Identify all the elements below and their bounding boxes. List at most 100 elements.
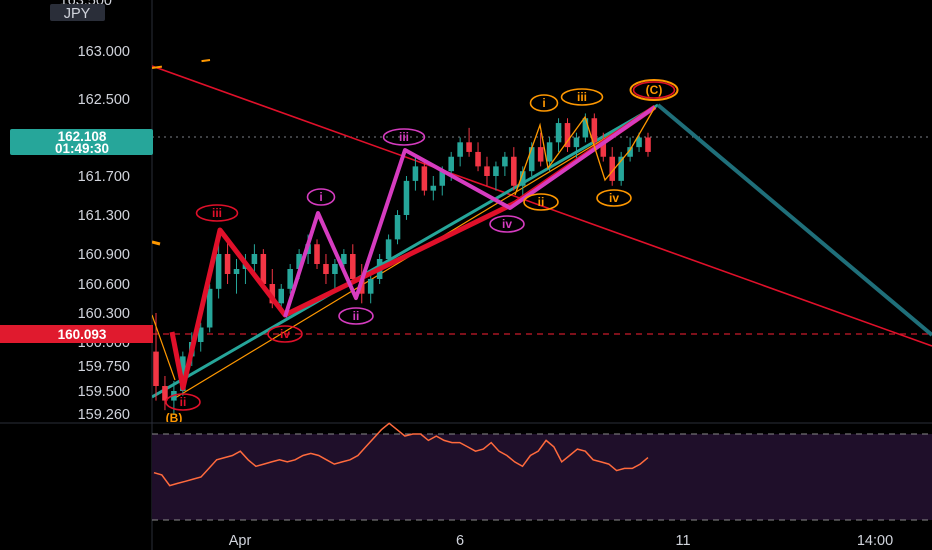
wave-label: iv	[596, 189, 632, 207]
price-tick-label: 159.750	[78, 359, 130, 375]
wave-label: (C)	[629, 79, 679, 101]
price-tick-label: 159.260	[78, 407, 130, 423]
wave-label-text: ii	[180, 395, 187, 409]
candle	[403, 176, 410, 220]
wave-label: ii	[523, 193, 559, 211]
bar-countdown: 01:49:30	[55, 141, 109, 156]
wave-label-text: iv	[280, 327, 290, 341]
wave-label: iii	[195, 204, 239, 222]
orange-subwave-path	[514, 106, 656, 196]
time-tick-label: 14:00	[857, 533, 893, 549]
candle	[645, 132, 651, 157]
wave-label-text: i	[542, 96, 545, 110]
price-axis: 163.000 162.500 161.700 161.300 160.900 160.6…	[78, 44, 130, 423]
candle	[224, 239, 231, 284]
candle	[537, 132, 544, 167]
wave-label: iv	[489, 215, 525, 233]
candle	[412, 156, 419, 191]
wave-label: iii	[560, 88, 604, 106]
wave-label-text: iii	[212, 206, 222, 220]
teal-trend-line	[152, 103, 659, 399]
price-tick-label: 163.000	[78, 44, 130, 60]
price-tick-label: 161.700	[78, 169, 130, 185]
candle	[430, 176, 437, 201]
candle	[502, 151, 508, 176]
orange-entry-line	[152, 314, 176, 381]
wave-label: iv	[267, 325, 303, 343]
price-tick-label: 160.900	[78, 247, 130, 263]
wave-label: iii	[382, 128, 426, 146]
candle	[484, 156, 490, 186]
candle	[421, 161, 428, 196]
candle	[215, 244, 222, 299]
candle	[564, 118, 571, 152]
candle	[197, 322, 204, 352]
price-tick-label: 160.300	[78, 306, 130, 322]
candle	[332, 259, 338, 289]
candle	[206, 284, 213, 333]
candle	[367, 274, 374, 304]
price-tick-label: 161.300	[78, 208, 130, 224]
candle	[555, 118, 562, 152]
candle	[162, 376, 168, 411]
candle	[573, 132, 580, 162]
rsi-line	[153, 422, 649, 487]
candle	[323, 254, 329, 284]
time-tick-label: 6	[456, 533, 464, 549]
wave-label: (B)	[166, 411, 183, 425]
candles	[153, 113, 651, 415]
candle	[287, 264, 293, 294]
time-tick-label: 11	[675, 533, 690, 549]
wave-label-text: (C)	[646, 83, 663, 97]
marked-price-value: 160.093	[58, 327, 107, 342]
candle	[466, 127, 472, 157]
candle	[600, 132, 607, 162]
candle	[618, 151, 624, 186]
wave-label-text: (B)	[166, 411, 183, 425]
candle	[519, 166, 526, 196]
candle	[385, 234, 392, 264]
price-tick-label: 159.500	[78, 384, 130, 400]
wave-label-text: iii	[399, 130, 409, 144]
wave-label-text: ii	[353, 309, 360, 323]
time-axis: Apr 6 11 14:00	[229, 533, 893, 549]
candle	[251, 244, 258, 274]
marked-price-badge: 160.093	[0, 325, 153, 343]
currency-label: JPY	[50, 4, 105, 22]
wave-label-text: iv	[609, 191, 619, 205]
candle	[493, 161, 499, 191]
magenta-wave-path	[283, 105, 657, 318]
teal-projection-line	[656, 103, 932, 337]
candle	[457, 137, 463, 167]
wave-label: i	[529, 94, 559, 112]
time-tick-label: Apr	[229, 533, 252, 549]
wave-label: ii	[338, 307, 374, 325]
candle	[233, 259, 240, 294]
candle	[511, 147, 517, 191]
red-channel-upper	[152, 65, 932, 347]
current-price-badge: 162.108 01:49:30	[10, 129, 153, 156]
candle	[394, 210, 401, 245]
candle	[475, 142, 481, 172]
candle	[314, 239, 320, 269]
orange-dotted-left	[152, 240, 161, 246]
wave-label: ii	[165, 393, 201, 411]
wave-label-text: iv	[502, 217, 512, 231]
price-tick-label: 160.600	[78, 277, 130, 293]
wave-label-text: iii	[577, 90, 587, 104]
wave-label-text: ii	[538, 195, 545, 209]
candle	[591, 113, 598, 148]
price-tick-label: 162.500	[78, 92, 130, 108]
wave-label: i	[306, 188, 336, 206]
rsi-band	[152, 434, 932, 520]
currency-text: JPY	[64, 6, 91, 22]
orange-dash-stub	[152, 59, 211, 69]
candle	[260, 249, 267, 289]
wave-label-text: i	[319, 190, 322, 204]
candle	[350, 244, 356, 284]
candle	[609, 147, 615, 186]
current-price-value: 162.108	[58, 129, 107, 144]
